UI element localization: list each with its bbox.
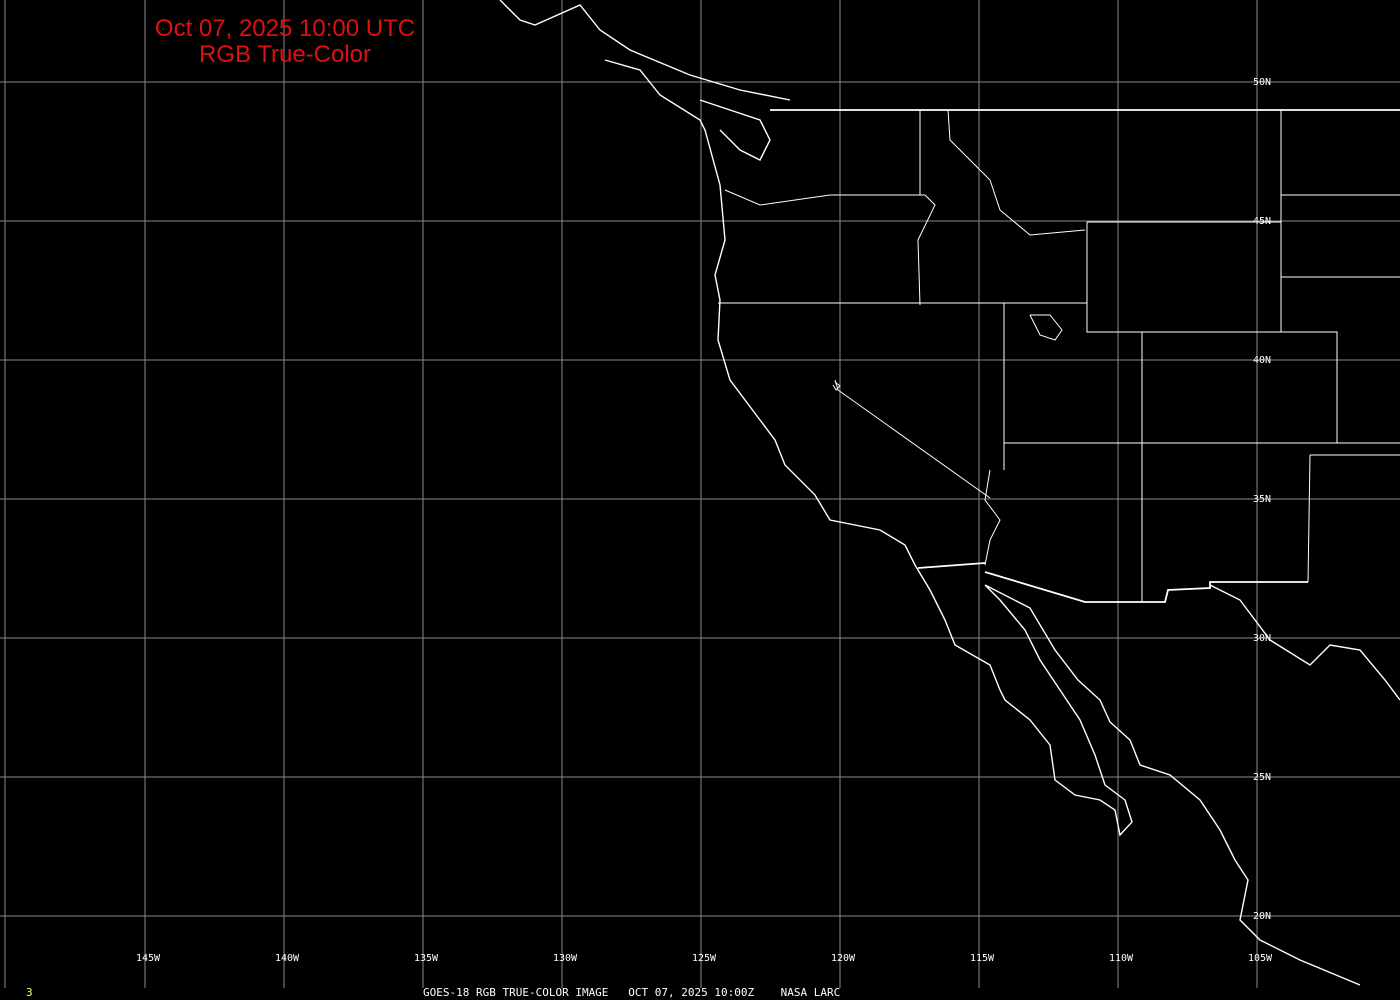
us-mexico-border (984, 571, 1308, 603)
ca-mexico-border (917, 562, 986, 569)
political-borders (718, 109, 1400, 603)
longitude-label: 110W (1109, 953, 1134, 964)
bc-coast (499, 0, 791, 101)
ca-nv-border (834, 379, 991, 499)
id-wy-border (1086, 222, 1142, 333)
nm-east-border (1307, 454, 1311, 583)
longitude-label: 145W (136, 953, 161, 964)
title-datetime: Oct 07, 2025 10:00 UTC (154, 15, 416, 42)
frame-number: 3 (26, 986, 33, 999)
wy-co-border (1142, 331, 1338, 443)
grid-labels: 145W 140W 135W 130W 125W 120W 115W 110W 105W 50N 4… (136, 77, 1273, 964)
wa-or-border (724, 189, 936, 306)
longitude-label: 140W (275, 953, 300, 964)
pacific-coastline (604, 59, 1361, 986)
longitude-label: 115W (970, 953, 995, 964)
latitude-label: 30N (1253, 633, 1271, 644)
sonora-coastline (1209, 584, 1400, 701)
az-ca-border (984, 469, 1001, 566)
id-mt-border (947, 109, 1086, 236)
great-salt-lake (1029, 314, 1063, 341)
title-product: RGB True-Color (198, 41, 372, 68)
longitude-label: 130W (553, 953, 578, 964)
latitude-label: 40N (1253, 355, 1271, 366)
longitude-label: 125W (692, 953, 717, 964)
longitude-label: 120W (831, 953, 856, 964)
latitude-label: 45N (1253, 216, 1271, 227)
coastlines (499, 0, 1400, 986)
lake-tahoe (832, 381, 841, 391)
longitude-label: 135W (414, 953, 439, 964)
puget-sound (699, 99, 771, 161)
latitude-label: 25N (1253, 772, 1271, 783)
latitude-label: 50N (1253, 77, 1271, 88)
latitude-label: 35N (1253, 494, 1271, 505)
footer-caption: GOES-18 RGB TRUE-COLOR IMAGE OCT 07, 202… (423, 986, 841, 999)
longitude-label: 105W (1248, 953, 1273, 964)
latitude-label: 20N (1253, 911, 1271, 922)
